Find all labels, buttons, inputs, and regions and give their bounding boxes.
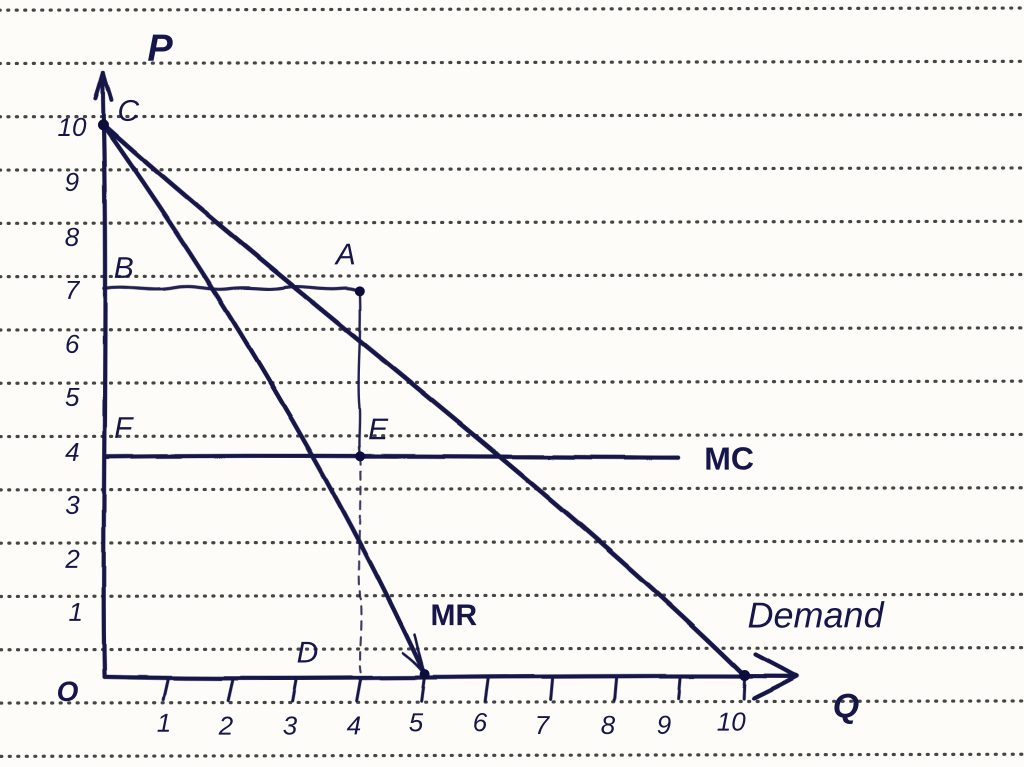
svg-text:MR: MR (430, 599, 477, 632)
svg-text:4: 4 (347, 710, 362, 740)
svg-text:9: 9 (65, 167, 80, 197)
svg-text:B: B (114, 252, 134, 285)
svg-text:2: 2 (64, 544, 80, 574)
svg-text:8: 8 (65, 222, 80, 252)
svg-text:3: 3 (65, 490, 80, 520)
svg-text:P: P (147, 28, 173, 70)
svg-text:O: O (57, 676, 79, 707)
svg-text:F: F (114, 412, 134, 445)
svg-text:4: 4 (65, 437, 80, 467)
svg-text:9: 9 (657, 710, 672, 740)
svg-text:Q: Q (833, 687, 860, 725)
svg-text:2: 2 (218, 711, 234, 741)
svg-text:D: D (297, 636, 319, 669)
svg-text:3: 3 (283, 710, 298, 740)
svg-text:10: 10 (717, 707, 747, 737)
svg-text:5: 5 (65, 382, 80, 412)
svg-text:MC: MC (704, 440, 754, 476)
svg-text:1: 1 (157, 708, 172, 738)
svg-text:6: 6 (65, 329, 80, 359)
svg-text:7: 7 (535, 710, 551, 740)
svg-text:1: 1 (68, 597, 83, 627)
svg-text:Demand: Demand (747, 594, 884, 635)
svg-text:C: C (117, 95, 139, 128)
svg-text:7: 7 (65, 275, 81, 305)
svg-text:8: 8 (601, 710, 616, 740)
svg-text:5: 5 (409, 707, 424, 737)
svg-text:10: 10 (57, 112, 87, 142)
svg-text:A: A (334, 238, 356, 271)
svg-text:6: 6 (473, 707, 488, 737)
svg-text:E: E (368, 413, 389, 446)
